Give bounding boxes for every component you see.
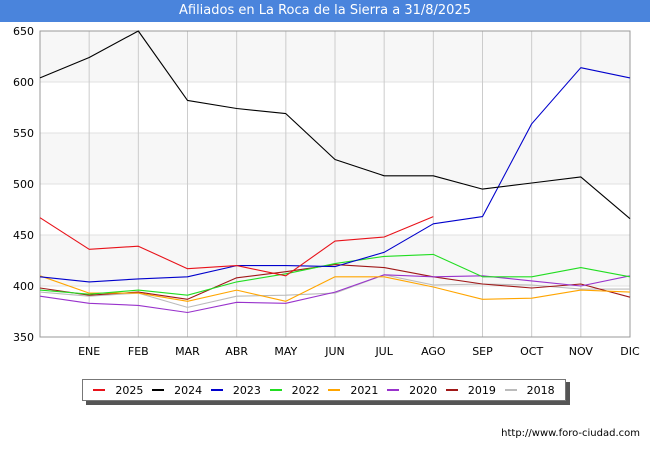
legend-label: 2019 [467,383,496,397]
legend-item-2025: 2025 [93,384,143,397]
series-line-2022 [39,253,631,296]
y-tick-label: 650 [13,25,34,38]
y-tick-label: 400 [13,280,34,293]
legend-item-2022: 2022 [269,383,320,397]
x-tick-label: FEB [128,345,149,358]
legend-label: 2020 [409,383,438,397]
legend: 2025 2024 2023 2022 2021 2020 2019 2018 [82,379,566,401]
legend-swatch [152,389,165,391]
series-line-2019 [39,264,631,300]
series-lines [39,30,631,314]
legend-label: 2021 [350,383,379,397]
legend-label: 2024 [174,383,203,397]
legend-label: 2018 [526,383,555,397]
x-tick-label: NOV [569,345,594,358]
y-tick-label: 500 [13,178,34,191]
y-tick-label: 550 [13,127,34,140]
series-line-2020 [39,274,631,314]
legend-swatch [387,389,400,391]
x-tick-label: MAY [274,345,297,358]
series-line-2025 [39,216,434,277]
x-tick-label: ENE [78,345,100,358]
legend-swatch [269,389,282,391]
legend-swatch [445,389,458,391]
series-line-2023 [39,67,631,283]
source-credit: http://www.foro-ciudad.com [501,428,640,439]
legend-swatch [210,389,223,391]
legend-swatch [328,389,341,391]
legend-item-2024: 2024 [152,384,202,397]
legend-swatch [93,389,106,391]
legend-item-2023: 2023 [210,383,261,397]
y-axis-tick-labels: 350 400 450 500 550 600 650 [13,25,34,344]
legend-item-2021: 2021 [328,384,378,397]
x-tick-label: AGO [421,345,446,358]
legend-swatch [504,389,517,391]
legend-label: 2025 [115,383,144,397]
x-tick-label: OCT [520,345,543,358]
x-tick-label: JUN [324,345,345,358]
x-tick-label: DIC [620,345,640,358]
series-line-2021 [39,275,631,302]
y-tick-label: 450 [13,229,34,242]
x-tick-label: SEP [472,345,493,358]
legend-item-2018: 2018 [504,383,555,397]
plot-frame [39,30,631,338]
y-tick-label: 350 [13,331,34,344]
legend-item-2019: 2019 [445,383,496,397]
legend-label: 2023 [232,383,261,397]
legend-label: 2022 [291,383,320,397]
y-tick-label: 600 [13,76,34,89]
plot-border [39,30,631,338]
series-line-2024 [39,30,631,220]
x-tick-label: JUL [374,345,393,358]
legend-item-2020: 2020 [387,384,437,397]
chart-title: Afiliados en La Roca de la Sierra a 31/8… [0,0,650,22]
x-axis-tick-labels: ENE FEB MAR ABR MAY JUN JUL AGO SEP OCT NOV DIC [78,345,640,358]
x-tick-label: MAR [175,345,200,358]
x-tick-label: ABR [225,345,248,358]
